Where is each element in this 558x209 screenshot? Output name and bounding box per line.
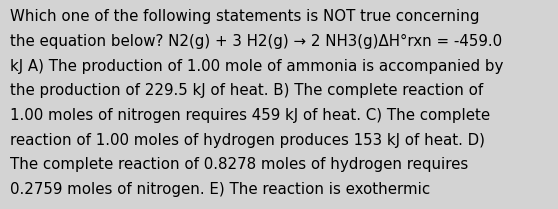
Text: 1.00 moles of nitrogen requires 459 kJ of heat. C) The complete: 1.00 moles of nitrogen requires 459 kJ o… — [10, 108, 490, 123]
Text: kJ A) The production of 1.00 mole of ammonia is accompanied by: kJ A) The production of 1.00 mole of amm… — [10, 59, 503, 74]
Text: 0.2759 moles of nitrogen. E) The reaction is exothermic: 0.2759 moles of nitrogen. E) The reactio… — [10, 182, 430, 197]
Text: The complete reaction of 0.8278 moles of hydrogen requires: The complete reaction of 0.8278 moles of… — [10, 157, 468, 172]
Text: reaction of 1.00 moles of hydrogen produces 153 kJ of heat. D): reaction of 1.00 moles of hydrogen produ… — [10, 133, 485, 148]
Text: Which one of the following statements is NOT true concerning: Which one of the following statements is… — [10, 9, 479, 24]
Text: the production of 229.5 kJ of heat. B) The complete reaction of: the production of 229.5 kJ of heat. B) T… — [10, 83, 483, 98]
Text: the equation below? N2(g) + 3 H2(g) → 2 NH3(g)ΔH°rxn = -459.0: the equation below? N2(g) + 3 H2(g) → 2 … — [10, 34, 502, 49]
